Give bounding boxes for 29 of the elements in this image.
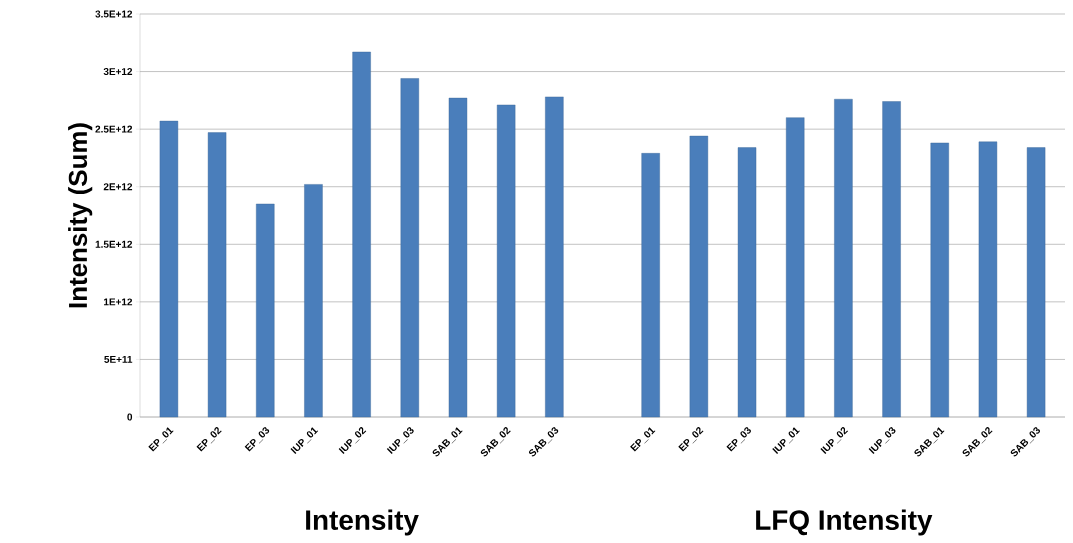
bar (256, 203, 275, 418)
bar (737, 147, 757, 418)
bar (834, 99, 853, 418)
bar (207, 132, 227, 418)
bar (304, 184, 323, 418)
bar (930, 142, 949, 418)
y-tick-label: 1E+12 (104, 298, 133, 306)
bar (545, 96, 564, 418)
y-tick-label: 3.5E+12 (95, 10, 133, 18)
y-tick-label: 5E+11 (104, 355, 133, 363)
bar (689, 135, 709, 418)
bar (159, 120, 179, 418)
bar (1026, 147, 1046, 418)
bar (978, 141, 998, 418)
text: Intensity (306, 509, 419, 536)
bar (882, 101, 901, 418)
bar (400, 78, 419, 418)
bar (496, 104, 516, 418)
bar (448, 97, 468, 418)
bar (641, 153, 660, 418)
y-tick-label: 0 (127, 413, 133, 421)
bar (786, 117, 805, 418)
y-tick-label: 2E+12 (103, 183, 133, 191)
y-tick-label: 1.5E+12 (95, 240, 133, 248)
bar (352, 51, 371, 418)
y-axis-title: Intensity (Sum) (68, 123, 93, 308)
y-tick-label: 2.5E+12 (95, 125, 133, 133)
y-tick-label: 3E+12 (103, 68, 133, 76)
text: LFQ Intensity (756, 509, 933, 536)
